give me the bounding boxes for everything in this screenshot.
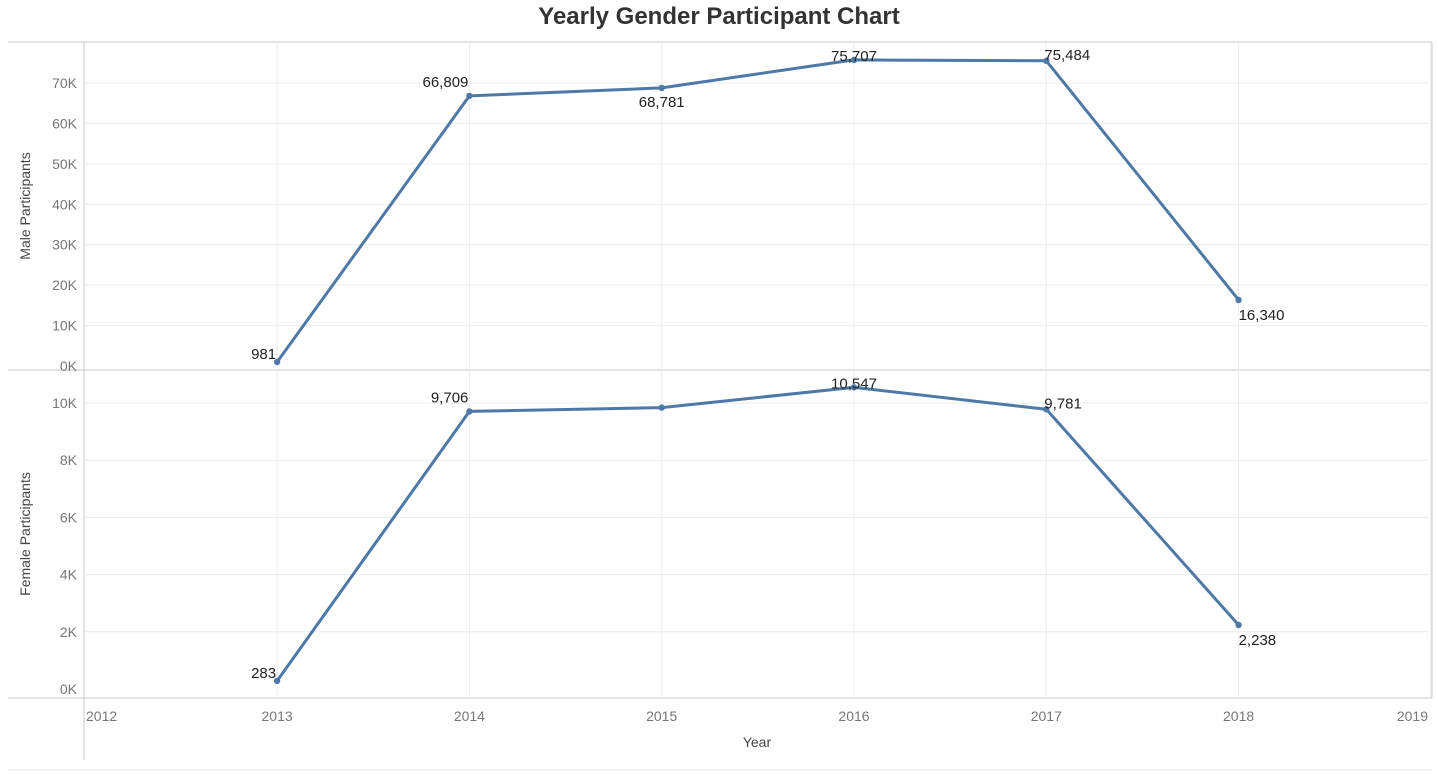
data-point — [1043, 57, 1050, 65]
data-label: 66,809 — [423, 74, 469, 91]
data-point — [466, 408, 473, 415]
data-point — [1235, 296, 1242, 304]
y-tick-label: 10K — [52, 395, 78, 411]
y-axis-title: Male Participants — [17, 152, 33, 259]
y-tick-label: 30K — [52, 237, 78, 253]
x-tick-label: 2012 — [86, 708, 117, 724]
y-tick-label: 4K — [60, 567, 78, 583]
y-tick-label: 8K — [60, 452, 78, 468]
y-tick-label: 70K — [52, 75, 78, 91]
y-tick-label: 20K — [52, 277, 78, 293]
data-point — [466, 92, 473, 100]
data-label: 2,238 — [1239, 632, 1277, 649]
data-point — [273, 677, 281, 685]
x-tick-label: 2017 — [1031, 708, 1062, 724]
y-tick-label: 0K — [60, 681, 78, 697]
y-tick-label: 2K — [60, 624, 78, 640]
data-label: 9,781 — [1044, 395, 1082, 412]
data-point — [850, 384, 858, 391]
data-label: 75,484 — [1044, 47, 1090, 64]
y-tick-label: 50K — [52, 156, 78, 172]
y-tick-label: 6K — [60, 509, 78, 525]
data-label: 16,340 — [1239, 307, 1285, 324]
y-tick-label: 10K — [52, 318, 78, 334]
x-tick-label: 2016 — [838, 708, 869, 724]
x-tick-label: 2019 — [1397, 708, 1428, 724]
series-line — [275, 385, 1240, 682]
data-label: 981 — [251, 346, 276, 363]
x-tick-label: 2013 — [262, 708, 293, 724]
y-axis-title: Female Participants — [17, 472, 33, 596]
data-point — [850, 56, 858, 64]
x-tick-label: 2015 — [646, 708, 677, 724]
data-point — [273, 358, 281, 366]
data-point — [1043, 406, 1050, 413]
chart-title: Yearly Gender Participant Chart — [538, 3, 900, 30]
data-label: 283 — [251, 665, 276, 682]
data-label: 68,781 — [639, 94, 685, 111]
y-tick-label: 60K — [52, 115, 78, 131]
data-label: 75,707 — [831, 48, 877, 65]
x-axis-title: Year — [743, 734, 772, 750]
x-tick-label: 2014 — [454, 708, 485, 724]
data-point — [658, 404, 665, 411]
data-label: 10,547 — [831, 375, 877, 392]
series-line — [275, 58, 1240, 363]
data-point — [658, 84, 665, 92]
x-tick-label: 2018 — [1223, 708, 1254, 724]
data-label: 9,706 — [431, 389, 469, 406]
y-tick-label: 0K — [60, 358, 78, 374]
data-point — [1235, 621, 1242, 629]
y-tick-label: 40K — [52, 196, 78, 212]
